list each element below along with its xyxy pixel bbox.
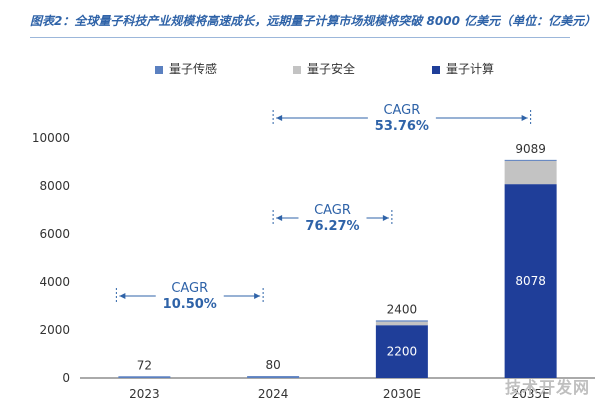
y-tick-label-3: 6000	[39, 227, 70, 241]
legend-swatch-security	[293, 65, 301, 74]
x-tick-label-2030E: 2030E	[383, 387, 421, 401]
legend-label-security: 量子安全	[307, 62, 356, 76]
cagr-label-0: CAGR	[171, 281, 208, 296]
cagr-arrow-left-0	[119, 293, 126, 299]
legend-item-sensing: 量子传感	[155, 60, 217, 77]
x-tick-label-2035E: 2035E	[512, 387, 550, 401]
legend-label-sensing: 量子传感	[169, 62, 218, 76]
cagr-arrow-right-0	[254, 293, 261, 299]
legend-label-computing: 量子计算	[446, 62, 495, 76]
figure-caption: 图表2：全球量子科技产业规模将高速成长，远期量子计算市场规模将突破 8000 亿…	[30, 14, 596, 28]
cagr-arrow-left-1	[276, 215, 283, 221]
bar-2035E-series-1	[504, 160, 557, 185]
inner-label-2035E: 8078	[515, 274, 546, 288]
legend-swatch-computing	[432, 65, 440, 74]
bar-2030E-series-1	[375, 321, 428, 326]
total-label-2030E: 2400	[387, 302, 418, 316]
bar-2030E-series-0	[375, 320, 428, 322]
bar-2035E-series-0	[504, 159, 557, 161]
legend-item-computing: 量子计算	[432, 60, 494, 77]
legend-swatch-sensing	[155, 65, 163, 74]
y-tick-label-2: 4000	[39, 275, 70, 289]
inner-label-2030E: 2200	[387, 345, 418, 359]
bar-2035E-series-2	[504, 184, 557, 378]
cagr-value-0: 10.50%	[163, 297, 217, 312]
bar-2030E-series-2	[375, 325, 428, 378]
x-tick-label-2024: 2024	[258, 387, 289, 401]
legend-item-security: 量子安全	[293, 60, 355, 77]
cagr-arrow-right-2	[521, 115, 528, 121]
bar-2024-series-0	[247, 376, 300, 378]
x-tick-label-2023: 2023	[129, 387, 160, 401]
y-tick-label-0: 0	[62, 371, 70, 385]
cagr-arrow-left-2	[276, 115, 283, 121]
watermark: 技术开发网	[504, 378, 590, 397]
y-tick-label-4: 8000	[39, 179, 70, 193]
total-label-2023: 72	[137, 358, 152, 372]
cagr-value-2: 53.76%	[375, 119, 429, 134]
bar-2023-series-0	[118, 376, 171, 378]
cagr-arrow-right-1	[382, 215, 389, 221]
caption-divider	[30, 37, 570, 38]
total-label-2035E: 9089	[515, 142, 546, 156]
total-label-2024: 80	[265, 358, 280, 372]
cagr-label-2: CAGR	[383, 103, 420, 118]
y-tick-label-1: 2000	[39, 323, 70, 337]
cagr-value-1: 76.27%	[305, 219, 359, 234]
y-tick-label-5: 10000	[32, 131, 70, 145]
cagr-label-1: CAGR	[314, 203, 351, 218]
